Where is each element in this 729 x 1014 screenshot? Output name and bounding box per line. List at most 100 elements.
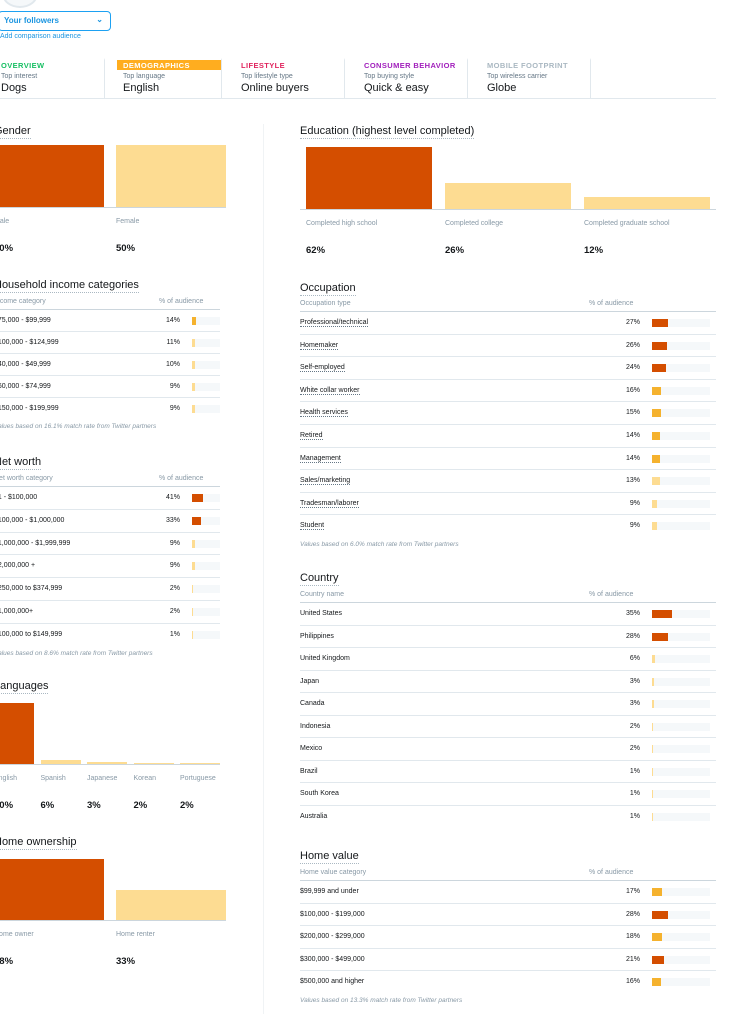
occupation-row-name[interactable]: Tradesman/laborer — [300, 499, 359, 508]
occupation-row-pct: 14% — [625, 454, 640, 462]
income-row-pct: 9% — [169, 405, 180, 412]
home-value-row-pct: 17% — [625, 888, 640, 895]
income-row-name: $75,000 - $99,999 — [0, 317, 51, 324]
tab-consumer-behavior[interactable]: CONSUMER BEHAVIOR Top buying style Quick &… — [363, 58, 468, 99]
country-row-name: Indonesia — [300, 723, 330, 730]
education-bar — [306, 147, 432, 209]
tab-value: Online buyers — [241, 82, 309, 94]
occupation-row-name[interactable]: Self-employed — [300, 364, 345, 373]
networth-row-pct: 33% — [165, 516, 180, 524]
home-value-row-bar — [652, 933, 710, 941]
tab-subtitle: Top lifestyle type — [241, 73, 293, 80]
occupation-row-line — [300, 469, 716, 471]
income-row-name: $40,000 - $49,999 — [0, 361, 51, 368]
income-row-bar-fill — [192, 339, 195, 347]
education-baseline — [300, 209, 716, 210]
tab-overview[interactable]: OVERVIEW Top interest Dogs — [0, 58, 105, 99]
occupation-row-bar — [652, 454, 710, 463]
networth-row-name: $250,000 to $374,999 — [0, 585, 62, 592]
income-row-pct: 9% — [169, 383, 180, 390]
occupation-row-name[interactable]: Student — [300, 522, 325, 531]
income-row-bar — [192, 317, 220, 325]
occupation-row-name[interactable]: Health services — [300, 409, 348, 418]
gender-label: Female — [116, 218, 140, 225]
country-row-label: Philippines — [300, 632, 334, 640]
country-row-line — [300, 692, 716, 693]
occupation-row-bar-fill — [652, 341, 667, 350]
tab-mobile-footprint[interactable]: MOBILE FOOTPRINT Top wireless carrier Glob… — [486, 58, 591, 99]
networth-row-bar-fill — [192, 516, 201, 525]
gender-label: Male — [0, 218, 10, 225]
occupation-row-bar — [652, 364, 710, 373]
income-row-bar — [192, 405, 220, 413]
networth-row-label: $100,000 - $1,000,000 — [0, 516, 65, 524]
networth-row-pct: 9% — [169, 562, 180, 570]
education-pct: 62% — [306, 245, 326, 256]
occupation-row-label: Homemaker — [300, 341, 339, 350]
occupation-row-name[interactable]: Retired — [300, 432, 323, 440]
home-value-row-bar — [652, 910, 710, 919]
income-title: Household income categories — [0, 279, 139, 293]
occupation-footnote: Values based on 6.0% match rate from Twi… — [300, 541, 459, 548]
audience-select[interactable]: Your followers ⌄ — [0, 11, 111, 31]
occupation-title-text: Occupation — [300, 282, 356, 296]
occupation-row-name[interactable]: Professional/technical — [300, 319, 369, 327]
networth-pct-header: % of audience — [159, 475, 204, 482]
occupation-row-bar-fill — [652, 454, 660, 463]
occupation-row-name[interactable]: White collar worker — [300, 386, 360, 395]
income-footnote: Values based on 16.1% match rate from Tw… — [0, 423, 157, 430]
languages-pct: 6% — [40, 800, 55, 811]
country-row-name: United Kingdom — [300, 655, 350, 662]
occupation-row-bar — [652, 409, 710, 418]
tab-demographics[interactable]: DEMOGRAPHICS Top language English — [117, 58, 222, 99]
networth-row-bar — [192, 562, 220, 571]
tab-lifestyle[interactable]: LIFESTYLE Top lifestyle type Online buyers — [240, 58, 345, 99]
country-row-pct: 2% — [629, 745, 640, 752]
home-ownership-pct: 33% — [116, 956, 136, 967]
add-comparison-link[interactable]: Add comparison audience — [0, 33, 81, 40]
languages-pct: 3% — [87, 800, 101, 811]
country-row-line — [300, 737, 716, 738]
country-row-name: Japan — [300, 678, 319, 685]
income-row-label: $100,000 - $124,999 — [0, 339, 59, 346]
country-row-line — [300, 782, 716, 783]
occupation-row-name[interactable]: Management — [300, 454, 341, 463]
home-ownership-title-text: Home ownership — [0, 836, 77, 850]
networth-col-header: Net worth category — [0, 475, 53, 482]
income-row-label: $60,000 - $74,999 — [0, 383, 51, 390]
occupation-row-label: Retired — [300, 432, 323, 440]
tab-category: CONSUMER BEHAVIOR — [364, 61, 456, 70]
occupation-row-name[interactable]: Sales/marketing — [300, 477, 351, 486]
occupation-row-pct: 26% — [625, 341, 640, 349]
home-value-row-line — [300, 902, 716, 904]
networth-row-name: $1 - $100,000 — [0, 494, 37, 501]
home-value-footnote: Values based on 13.3% match rate from Tw… — [300, 996, 463, 1004]
income-col-header: Income category — [0, 298, 46, 305]
languages-label: English — [0, 775, 17, 782]
tab-subtitle: Top wireless carrier — [487, 73, 548, 80]
gender-title: Gender — [0, 125, 31, 139]
education-pct: 12% — [584, 245, 604, 256]
languages-bar — [0, 703, 34, 764]
occupation-row-name[interactable]: Homemaker — [300, 341, 339, 350]
country-row-name: Philippines — [300, 633, 334, 640]
occupation-row-bar-fill — [652, 477, 660, 486]
country-row-name: Canada — [300, 700, 325, 707]
home-value-row-label: $200,000 - $299,000 — [300, 933, 365, 940]
income-row-line — [0, 331, 220, 332]
occupation-title: Occupation — [300, 282, 356, 296]
home-ownership-pct: 68% — [0, 956, 14, 967]
home-value-row-pct: 18% — [625, 933, 640, 940]
income-row-bar — [192, 361, 220, 369]
occupation-row-pct: 15% — [625, 409, 640, 417]
gender-pct: 50% — [116, 243, 136, 254]
gender-bar — [0, 145, 104, 207]
category-tabs: OVERVIEW Top interest Dogs DEMOGRAPHICS Top … — [0, 58, 716, 99]
home-value-row-name: $100,000 - $199,000 — [300, 911, 365, 918]
country-row-pct: 28% — [625, 632, 640, 640]
income-row-label: $150,000 - $199,999 — [0, 405, 59, 412]
home-ownership-label: Home owner — [0, 931, 34, 938]
country-row-bar-fill — [652, 722, 653, 731]
occupation-row-line — [300, 514, 716, 516]
home-value-row-line — [300, 970, 716, 971]
